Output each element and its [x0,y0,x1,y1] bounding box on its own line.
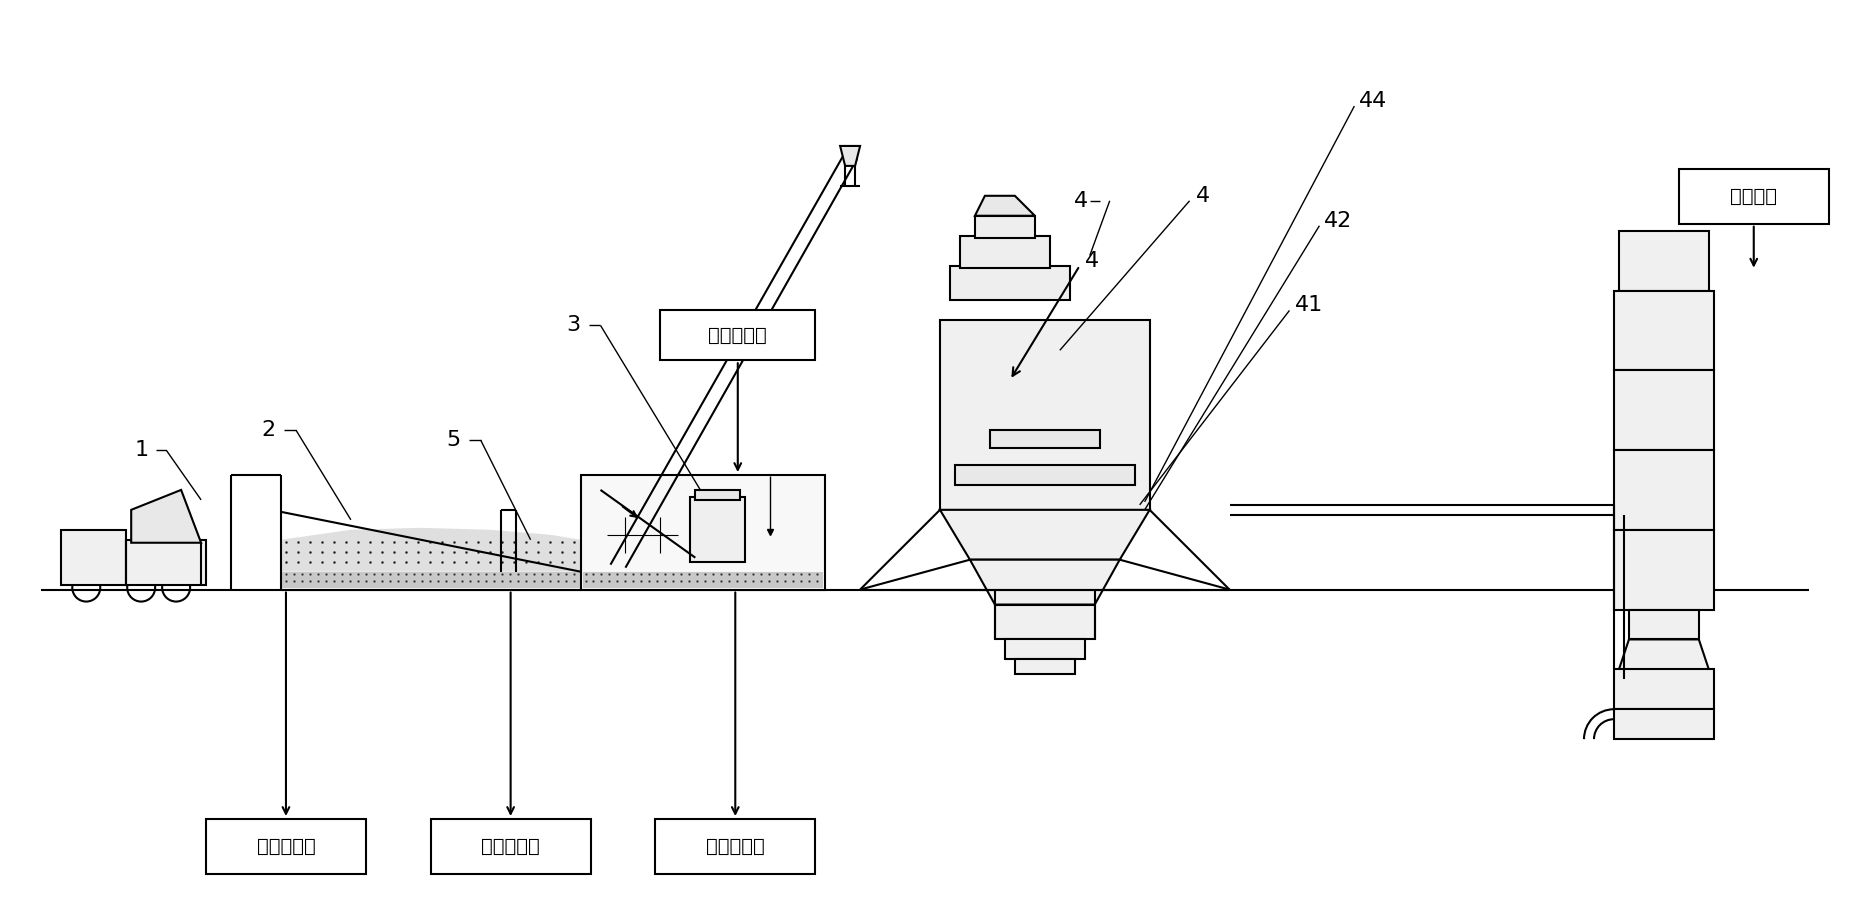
Polygon shape [583,572,823,587]
Polygon shape [281,528,581,572]
Polygon shape [940,510,1149,560]
Text: 4: 4 [1073,191,1088,211]
Bar [1613,709,1713,739]
Bar [1678,169,1828,224]
Polygon shape [281,572,581,587]
Text: 3: 3 [566,315,581,335]
Text: 二级沉降池: 二级沉降池 [481,837,540,856]
Bar [205,819,366,874]
Polygon shape [975,196,1034,216]
Bar [1613,370,1713,450]
Polygon shape [131,490,202,543]
Bar [995,605,1095,639]
Bar [696,490,740,500]
Bar [1613,290,1713,370]
Text: 4: 4 [1084,251,1099,270]
Bar [1613,670,1713,709]
Bar [655,819,816,874]
Bar [581,475,825,590]
Bar [1613,529,1713,609]
Bar [975,216,1034,237]
Text: 4: 4 [1195,186,1210,206]
Bar [690,496,746,562]
Text: 42: 42 [1325,211,1352,231]
Bar [955,465,1134,485]
Text: 2: 2 [263,420,276,440]
Text: 渗沥液处理: 渗沥液处理 [707,837,764,856]
Text: 1: 1 [135,440,150,460]
Text: 41: 41 [1295,296,1323,315]
Bar [126,540,205,584]
Bar [1016,660,1075,674]
Bar [1619,231,1709,290]
Bar [960,235,1049,267]
Bar [61,529,126,584]
Bar [1630,609,1698,639]
Polygon shape [1619,639,1709,670]
Bar [949,266,1069,300]
Bar [1613,450,1713,529]
Text: 尾气处理: 尾气处理 [1730,187,1778,206]
Text: 5: 5 [446,430,461,450]
Text: 44: 44 [1360,91,1388,111]
Bar [1005,639,1084,660]
Bar [940,321,1149,510]
Text: 渗沥液喷淋: 渗沥液喷淋 [709,326,768,344]
Bar [990,431,1099,448]
Polygon shape [840,146,860,166]
Text: 一级沉降池: 一级沉降池 [257,837,315,856]
Polygon shape [969,560,1119,605]
Bar [660,311,816,360]
Bar [431,819,590,874]
